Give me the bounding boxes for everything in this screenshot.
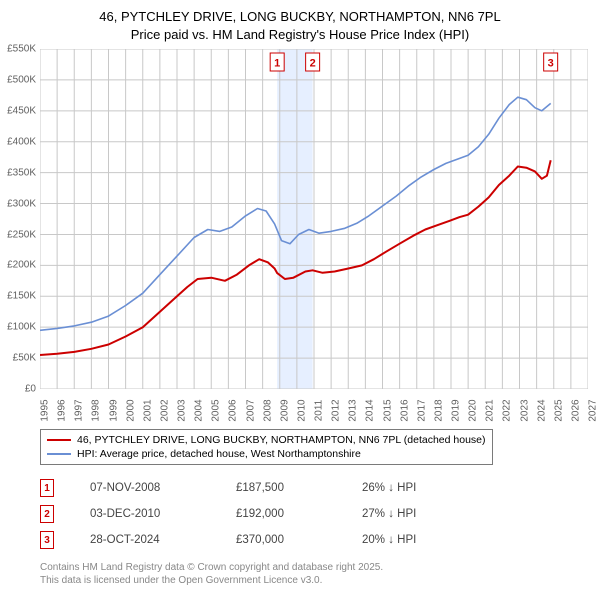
sale-date: 28-OCT-2024: [90, 534, 200, 546]
legend-label: HPI: Average price, detached house, West…: [77, 448, 361, 460]
legend-item: 46, PYTCHLEY DRIVE, LONG BUCKBY, NORTHAM…: [47, 433, 486, 447]
y-axis-labels: £0£50K£100K£150K£200K£250K£300K£350K£400…: [10, 49, 38, 389]
x-tick-label: 2008: [262, 399, 273, 421]
x-tick-label: 2021: [485, 399, 496, 421]
x-tick-label: 2015: [382, 399, 393, 421]
x-tick-label: 1995: [40, 399, 51, 421]
x-tick-label: 2016: [399, 399, 410, 421]
x-tick-label: 2017: [416, 399, 427, 421]
x-tick-label: 1999: [108, 399, 119, 421]
sales-row: 1 07-NOV-2008 £187,500 26% ↓ HPI: [40, 475, 590, 501]
y-tick-label: £100K: [7, 322, 36, 333]
y-tick-label: £350K: [7, 167, 36, 178]
sale-marker-pin: 3: [40, 531, 54, 549]
x-tick-label: 2027: [588, 399, 599, 421]
x-tick-label: 2019: [451, 399, 462, 421]
sale-date: 03-DEC-2010: [90, 508, 200, 520]
x-tick-label: 2025: [553, 399, 564, 421]
x-tick-label: 2003: [177, 399, 188, 421]
x-tick-label: 2020: [468, 399, 479, 421]
sale-delta: 27% ↓ HPI: [362, 508, 416, 520]
sale-date: 07-NOV-2008: [90, 482, 200, 494]
y-tick-label: £150K: [7, 291, 36, 302]
title-line2: Price paid vs. HM Land Registry's House …: [10, 26, 590, 44]
attribution: Contains HM Land Registry data © Crown c…: [40, 561, 590, 587]
x-tick-label: 2004: [194, 399, 205, 421]
x-tick-label: 2010: [297, 399, 308, 421]
y-tick-label: £500K: [7, 75, 36, 86]
attribution-line1: Contains HM Land Registry data © Crown c…: [40, 561, 590, 574]
legend-label: 46, PYTCHLEY DRIVE, LONG BUCKBY, NORTHAM…: [77, 434, 486, 446]
sale-marker-pin: 2: [40, 505, 54, 523]
x-tick-label: 2024: [536, 399, 547, 421]
attribution-line2: This data is licensed under the Open Gov…: [40, 574, 590, 587]
legend-swatch: [47, 439, 71, 441]
sale-delta: 26% ↓ HPI: [362, 482, 416, 494]
x-axis-labels: 1995 1996 1997 1998 1999 2000 2001 2002 2003 2004…: [40, 391, 588, 421]
x-tick-label: 2009: [279, 399, 290, 421]
title-line1: 46, PYTCHLEY DRIVE, LONG BUCKBY, NORTHAM…: [10, 8, 590, 26]
y-tick-label: £50K: [13, 353, 36, 364]
legend-swatch: [47, 453, 71, 455]
x-tick-label: 1998: [91, 399, 102, 421]
x-tick-label: 2023: [519, 399, 530, 421]
x-tick-label: 2018: [434, 399, 445, 421]
x-tick-label: 2026: [571, 399, 582, 421]
x-tick-label: 1997: [74, 399, 85, 421]
chart-area: £0 £50K £100K £150K £200K £250K £300K £350K £400…: [10, 49, 590, 421]
legend-item: HPI: Average price, detached house, West…: [47, 447, 486, 461]
sale-delta: 20% ↓ HPI: [362, 534, 416, 546]
y-tick-label: £400K: [7, 136, 36, 147]
plot-svg: 1 2 3: [40, 49, 588, 389]
x-tick-label: 2012: [331, 399, 342, 421]
y-tick-label: £300K: [7, 198, 36, 209]
x-tick-label: 2022: [502, 399, 513, 421]
y-tick-label: £450K: [7, 105, 36, 116]
x-tick-label: 2007: [245, 399, 256, 421]
x-tick-label: 2000: [125, 399, 136, 421]
x-tick-label: 2001: [142, 399, 153, 421]
x-tick-label: 2013: [348, 399, 359, 421]
sales-table: 1 07-NOV-2008 £187,500 26% ↓ HPI 2 03-DEC-201…: [40, 475, 590, 553]
x-tick-label: 2002: [160, 399, 171, 421]
x-tick-label: 1996: [57, 399, 68, 421]
y-tick-label: £550K: [7, 44, 36, 55]
chart-title: 46, PYTCHLEY DRIVE, LONG BUCKBY, NORTHAM…: [10, 8, 590, 43]
x-tick-label: 2005: [211, 399, 222, 421]
sale-price: £192,000: [236, 508, 326, 520]
x-tick-label: 2011: [313, 400, 324, 422]
sale-price: £370,000: [236, 534, 326, 546]
y-tick-label: £0: [25, 384, 36, 395]
svg-text:3: 3: [548, 58, 554, 70]
sales-row: 2 03-DEC-2010 £192,000 27% ↓ HPI: [40, 501, 590, 527]
y-tick-label: £250K: [7, 229, 36, 240]
chart-container: 46, PYTCHLEY DRIVE, LONG BUCKBY, NORTHAM…: [0, 0, 600, 593]
x-tick-label: 2014: [365, 399, 376, 421]
legend: 46, PYTCHLEY DRIVE, LONG BUCKBY, NORTHAM…: [40, 429, 493, 465]
x-tick-label: 2006: [228, 399, 239, 421]
sale-price: £187,500: [236, 482, 326, 494]
svg-text:2: 2: [310, 58, 316, 70]
svg-text:1: 1: [274, 58, 280, 70]
sales-row: 3 28-OCT-2024 £370,000 20% ↓ HPI: [40, 527, 590, 553]
sale-marker-pin: 1: [40, 479, 54, 497]
y-tick-label: £200K: [7, 260, 36, 271]
